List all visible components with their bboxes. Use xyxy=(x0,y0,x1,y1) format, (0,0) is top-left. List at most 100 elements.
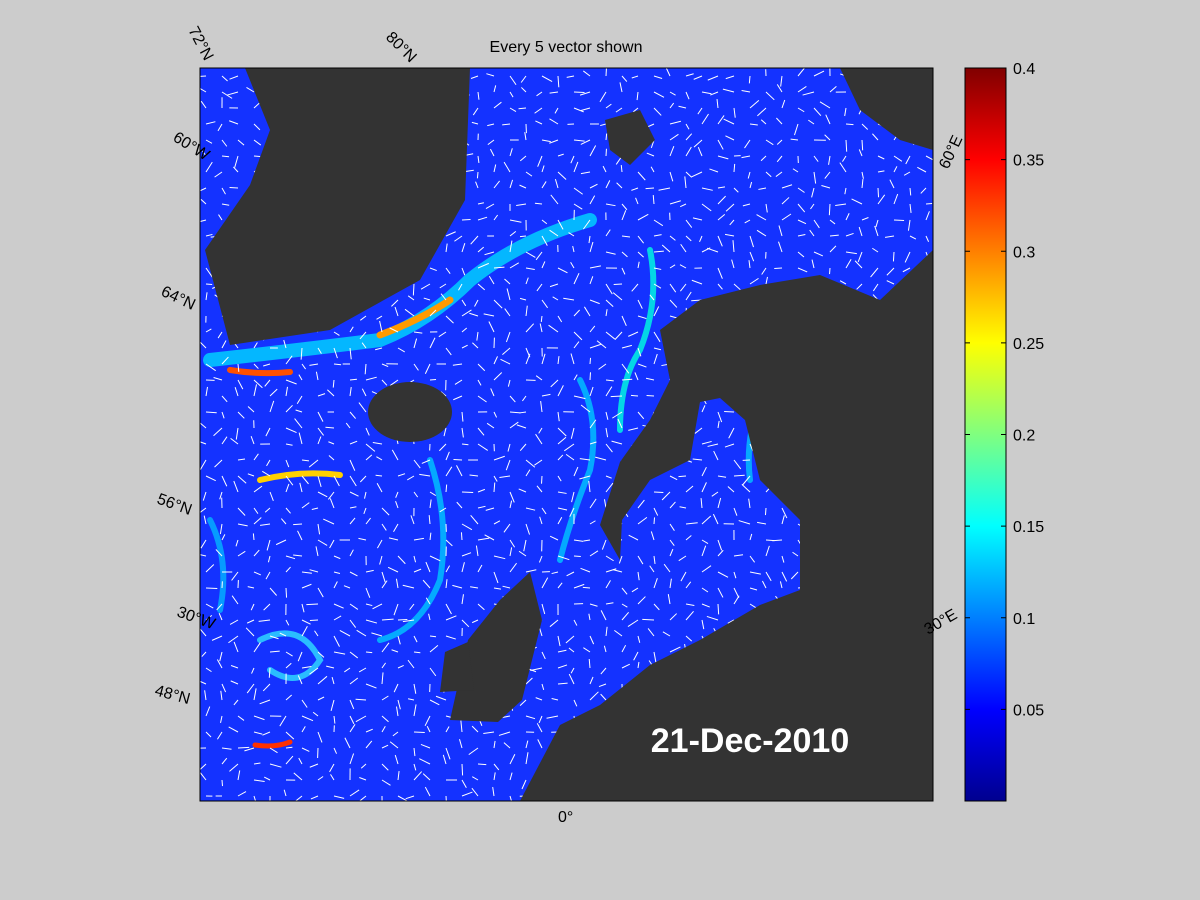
vector xyxy=(381,379,388,386)
vector xyxy=(477,488,486,493)
vector xyxy=(371,632,383,637)
vector xyxy=(685,610,694,621)
vector xyxy=(685,219,693,228)
vector xyxy=(539,516,543,525)
vector xyxy=(381,715,389,723)
vector xyxy=(381,507,390,516)
vector xyxy=(493,482,496,493)
vector xyxy=(573,272,580,285)
vector xyxy=(637,363,647,368)
vector xyxy=(339,630,351,637)
vector xyxy=(381,571,386,583)
vector xyxy=(333,331,340,336)
vector xyxy=(731,259,735,269)
vector xyxy=(856,283,863,290)
vector xyxy=(636,91,639,101)
vector xyxy=(605,103,612,109)
vector xyxy=(216,603,223,611)
vector xyxy=(549,535,559,541)
vector xyxy=(650,531,655,541)
vector xyxy=(679,506,687,509)
vector xyxy=(372,442,383,445)
vector xyxy=(729,219,735,226)
vector xyxy=(502,585,511,589)
vector xyxy=(790,138,799,141)
vector xyxy=(649,565,655,573)
vector xyxy=(797,267,808,273)
vector xyxy=(645,187,655,190)
vector xyxy=(778,241,783,253)
vector xyxy=(359,331,367,340)
vector xyxy=(605,568,617,573)
vector xyxy=(205,731,212,738)
vector xyxy=(669,578,672,589)
vector xyxy=(503,161,511,173)
vector xyxy=(519,155,527,162)
vector xyxy=(631,187,639,191)
vector xyxy=(266,539,271,551)
vector xyxy=(612,411,623,419)
vector xyxy=(733,107,736,118)
vector xyxy=(669,315,678,319)
vector xyxy=(297,675,303,685)
map-area: 21-Dec-2010 xyxy=(200,68,933,801)
vector xyxy=(557,436,567,445)
vector xyxy=(200,87,207,93)
vector xyxy=(429,337,436,349)
vector xyxy=(365,443,376,452)
vector xyxy=(229,763,239,772)
vector xyxy=(541,139,551,143)
vector xyxy=(285,459,290,468)
vector xyxy=(472,342,479,349)
vector xyxy=(588,613,591,621)
vector xyxy=(412,283,415,296)
vector xyxy=(519,411,527,414)
vector xyxy=(701,619,705,630)
vector xyxy=(706,615,719,621)
vector xyxy=(445,747,451,760)
vector xyxy=(616,182,623,189)
vector xyxy=(551,571,559,575)
vector xyxy=(717,195,726,205)
vector xyxy=(589,635,595,645)
vector xyxy=(445,539,453,547)
vector xyxy=(536,283,543,292)
vector xyxy=(717,213,726,221)
vector xyxy=(661,244,671,253)
vector xyxy=(653,331,661,343)
vector xyxy=(200,539,207,549)
vector xyxy=(570,427,575,439)
vector xyxy=(429,667,437,677)
vector xyxy=(389,379,399,386)
map-title: Every 5 vector shown xyxy=(490,39,643,56)
vector xyxy=(413,331,423,334)
vector xyxy=(797,107,805,113)
vector xyxy=(525,469,531,477)
vector xyxy=(564,443,575,452)
vector xyxy=(221,757,228,765)
vector xyxy=(596,340,607,349)
vector xyxy=(589,498,597,509)
vector xyxy=(580,107,591,112)
vector xyxy=(525,323,535,333)
vector xyxy=(685,171,693,178)
vector xyxy=(349,651,359,659)
vector xyxy=(872,283,879,292)
vector xyxy=(521,779,527,790)
vector xyxy=(428,515,431,525)
vector xyxy=(379,555,383,565)
vector xyxy=(332,379,335,388)
vector xyxy=(502,123,511,126)
vector xyxy=(570,262,575,269)
vector xyxy=(397,795,408,801)
vector xyxy=(413,363,419,371)
vector xyxy=(614,629,623,637)
vector xyxy=(653,91,665,98)
vector xyxy=(253,507,259,514)
vector xyxy=(598,683,607,688)
vector xyxy=(253,363,259,369)
vector xyxy=(509,539,516,548)
vector xyxy=(397,664,404,669)
vector xyxy=(317,539,328,546)
vector xyxy=(774,267,783,270)
